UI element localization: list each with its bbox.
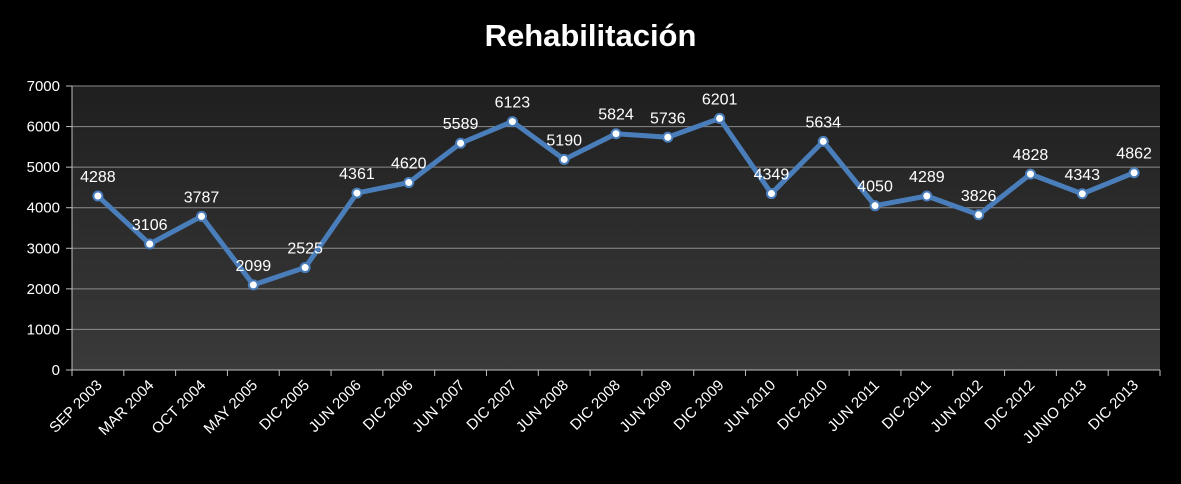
data-point	[1128, 167, 1140, 179]
gridlines	[72, 85, 1160, 330]
data-label: 4620	[391, 156, 427, 173]
data-point	[1076, 188, 1088, 200]
y-tick-label: 3000	[27, 240, 60, 257]
data-label: 4828	[1013, 147, 1049, 164]
data-point	[455, 137, 467, 149]
y-tick-label: 4000	[27, 200, 60, 217]
data-point	[247, 279, 259, 291]
data-label: 4361	[339, 166, 375, 183]
x-tick-label: DIC 2009	[671, 377, 728, 434]
x-tick-label: JUN 2007	[409, 377, 468, 436]
data-label: 4289	[909, 169, 945, 186]
data-point	[1024, 168, 1036, 180]
y-tick-label: 5000	[27, 159, 60, 176]
data-label: 4050	[857, 179, 893, 196]
y-tick-label: 7000	[27, 78, 60, 95]
data-label: 3106	[132, 217, 168, 234]
data-label: 5634	[805, 114, 841, 131]
data-point	[299, 262, 311, 274]
data-label: 3826	[961, 188, 997, 205]
data-label: 4862	[1116, 146, 1152, 163]
data-label: 6201	[702, 91, 738, 108]
x-tick-label: DIC 2013	[1085, 377, 1142, 434]
x-tick-label: JUN 2011	[824, 377, 882, 435]
x-tick-label: JUN 2008	[513, 377, 572, 436]
data-point	[144, 238, 156, 250]
data-point	[558, 153, 570, 165]
data-point	[921, 190, 933, 202]
data-label: 5190	[546, 132, 582, 149]
data-labels: 4288 3106 3787 2099 2525 4361 4620 5589 6123 5190…	[80, 91, 1152, 274]
x-tick-label: MAY 2005	[201, 377, 262, 438]
data-point	[973, 209, 985, 221]
data-point	[765, 188, 777, 200]
x-tick-label: JUN 2012	[927, 377, 986, 436]
data-points	[92, 112, 1140, 291]
x-tick-label: OCT 2004	[149, 377, 210, 438]
data-point	[869, 200, 881, 212]
y-tick-label: 6000	[27, 119, 60, 136]
data-label: 4349	[754, 167, 790, 184]
x-tick-label: DIC 2010	[774, 377, 831, 434]
data-point	[351, 187, 363, 199]
data-point	[714, 112, 726, 124]
y-tick-label: 1000	[27, 321, 60, 338]
data-point	[403, 177, 415, 189]
x-tick-label: DIC 2007	[463, 377, 520, 434]
data-label: 4343	[1064, 167, 1100, 184]
data-label: 6123	[495, 95, 531, 112]
chart-title: Rehabilitación	[484, 18, 697, 53]
data-label: 5736	[650, 110, 686, 127]
data-point	[506, 116, 518, 128]
data-label: 5824	[598, 107, 634, 124]
x-tick-label: DIC 2005	[256, 377, 313, 434]
data-label: 5589	[443, 116, 479, 133]
x-tick-label: MAR 2004	[95, 377, 157, 439]
y-axis: 0 1000 2000 3000 4000 5000 6000 7000	[27, 78, 73, 379]
x-tick-label: JUN 2009	[616, 377, 675, 436]
x-tick-label: JUN 2010	[720, 377, 779, 436]
y-tick-label: 0	[52, 362, 60, 379]
data-point	[92, 190, 104, 202]
data-label: 2525	[287, 241, 323, 258]
x-tick-label: DIC 2006	[360, 377, 417, 434]
data-label: 2099	[236, 258, 272, 275]
x-tick-label: DIC 2011	[879, 377, 935, 433]
data-point	[610, 128, 622, 140]
data-label: 4288	[80, 169, 116, 186]
data-label: 3787	[184, 189, 220, 206]
data-point	[196, 210, 208, 222]
x-tick-label: JUN 2006	[306, 377, 365, 436]
x-tick-label: DIC 2008	[567, 377, 624, 434]
data-point	[662, 131, 674, 143]
data-point	[817, 135, 829, 147]
y-tick-label: 2000	[27, 281, 60, 298]
